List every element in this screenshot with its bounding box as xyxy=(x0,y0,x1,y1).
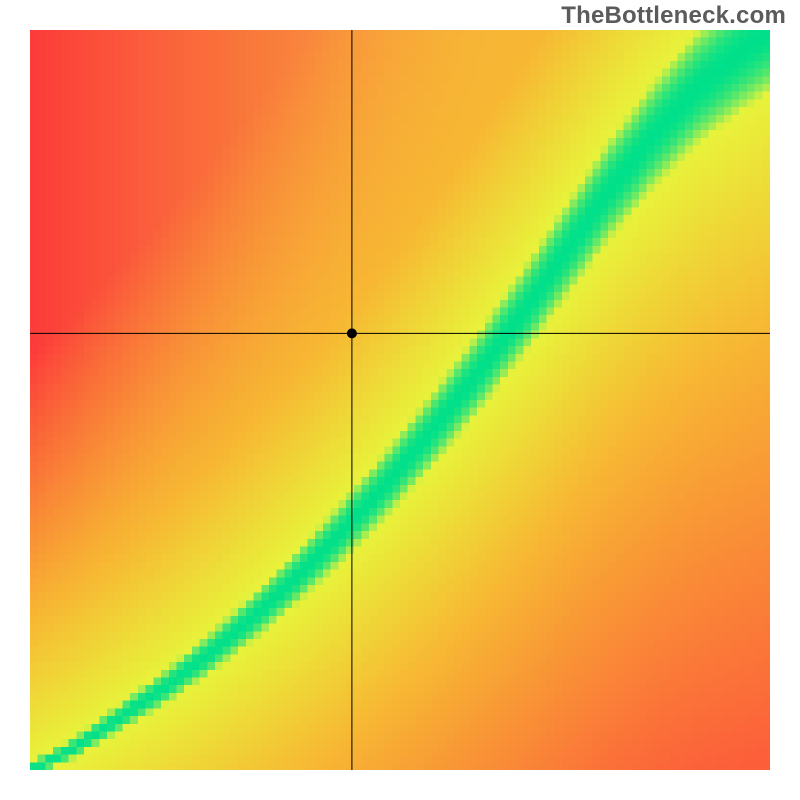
bottleneck-heatmap xyxy=(30,30,770,770)
chart-container: { "watermark": { "text": "TheBottleneck.… xyxy=(0,0,800,800)
watermark-text: TheBottleneck.com xyxy=(561,2,786,30)
